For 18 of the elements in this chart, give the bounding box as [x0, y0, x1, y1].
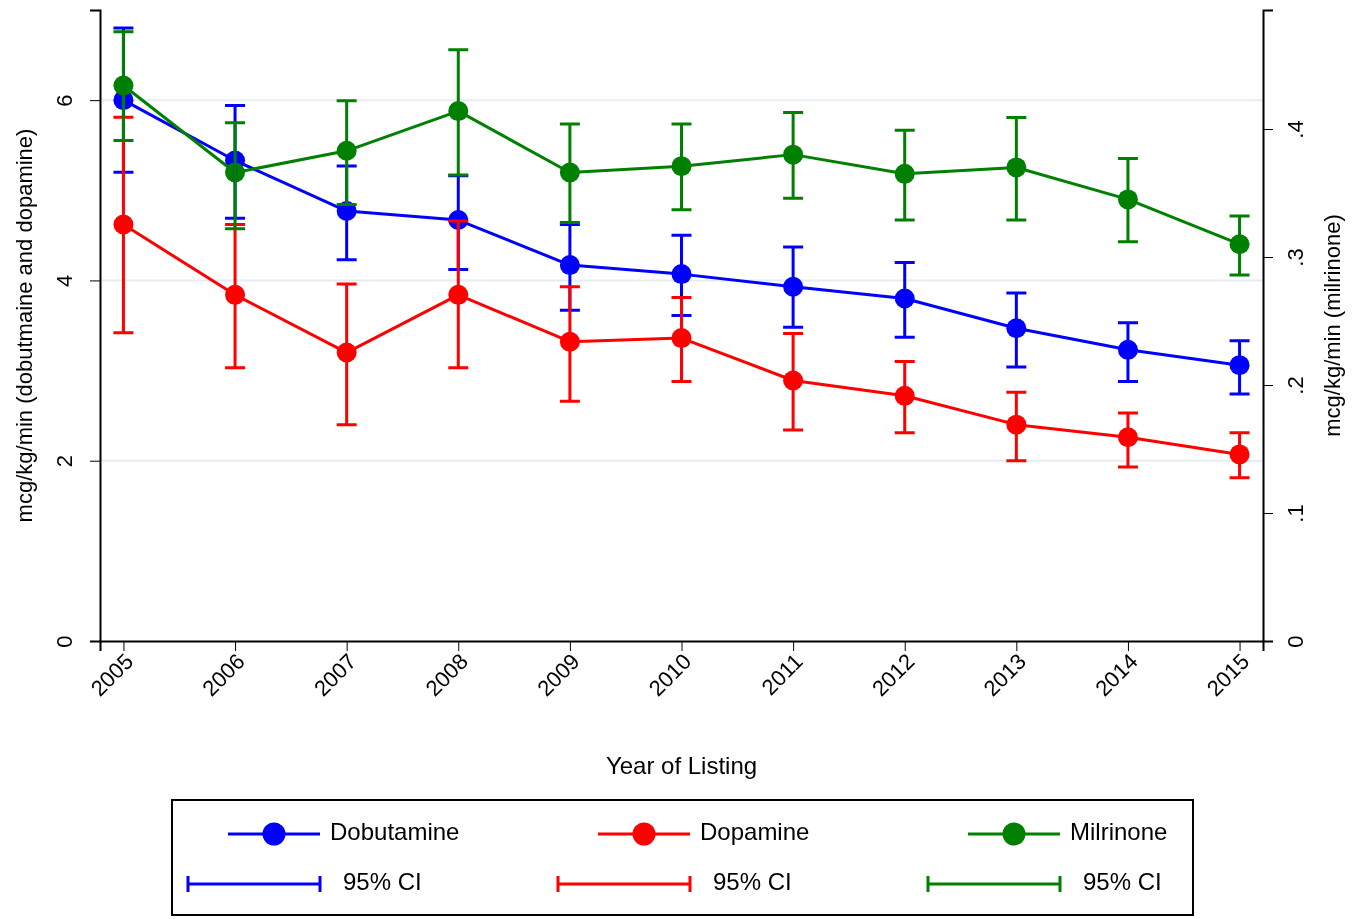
- text: 95% CI: [713, 868, 792, 896]
- y-tick-label: 4: [51, 274, 77, 288]
- y-tick-label: 6: [51, 94, 77, 107]
- y2-tick-label: .1: [1282, 504, 1308, 523]
- text: 95% CI: [343, 868, 422, 896]
- legend-label: Dobutamine: [330, 818, 460, 846]
- y-tick-label: 2: [51, 455, 77, 468]
- y2-tick-label: .2: [1282, 376, 1308, 395]
- y2-tick-label: .4: [1282, 120, 1308, 139]
- y2-tick-label: .3: [1282, 248, 1308, 267]
- y2-tick-label: 0: [1282, 635, 1308, 648]
- y2-axis-title: mcg/kg/min (milrinone): [1320, 214, 1345, 437]
- y-axis-title: mcg/kg/min (dobutmaine and dopamine): [12, 128, 37, 523]
- legend-label: Milrinone: [1070, 818, 1168, 846]
- legend-label: Dopamine: [700, 818, 810, 846]
- y-tick-label: 0: [51, 635, 77, 648]
- text: 95% CI: [1083, 868, 1162, 896]
- x-axis-title: Year of Listing: [605, 752, 758, 779]
